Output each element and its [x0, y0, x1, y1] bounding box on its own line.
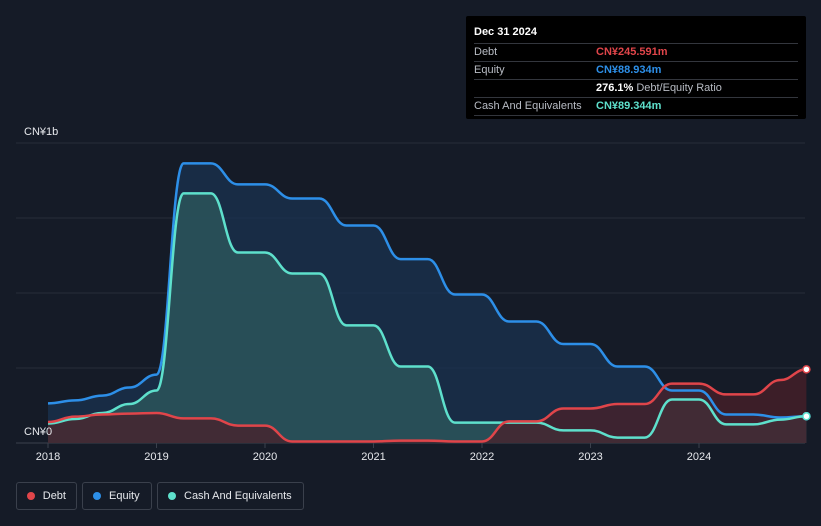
tooltip-label: Debt — [474, 46, 498, 58]
cash-dot-icon — [168, 492, 176, 500]
tooltip-row-ratio: 276.1% Debt/Equity Ratio — [474, 80, 798, 98]
x-tick-label: 2018 — [36, 451, 60, 463]
series-lines — [47, 162, 807, 443]
tooltip-label: Equity — [474, 64, 505, 76]
x-tick-label: 2024 — [687, 451, 711, 463]
legend-label: Equity — [109, 490, 140, 502]
series-areas — [48, 163, 807, 443]
cash-end-marker[interactable] — [802, 412, 811, 421]
tooltip-suffix: Debt/Equity Ratio — [636, 82, 722, 94]
tooltip-value: CN¥88.934m — [596, 64, 662, 76]
x-tick-label: 2023 — [578, 451, 602, 463]
legend-label: Debt — [42, 490, 66, 502]
legend-item-cash[interactable]: Cash And Equivalents — [157, 482, 304, 510]
legend-item-debt[interactable]: Debt — [16, 482, 77, 510]
cash-area — [48, 193, 807, 443]
equity-dot-icon — [93, 492, 101, 500]
y-axis-zero-label: CN¥0 — [24, 426, 52, 438]
y-axis-top-label: CN¥1b — [24, 126, 58, 138]
data-tooltip: Dec 31 2024 Debt CN¥245.591m Equity CN¥8… — [466, 16, 806, 119]
debt-area — [48, 369, 807, 443]
tooltip-row-cash: Cash And Equivalents CN¥89.344m — [474, 98, 798, 116]
tooltip-row-equity: Equity CN¥88.934m — [474, 62, 798, 80]
cash-line — [47, 192, 807, 439]
legend-item-equity[interactable]: Equity — [82, 482, 152, 510]
x-tick-label: 2021 — [361, 451, 385, 463]
x-axis-ticks: 2018 2019 2020 2021 2022 2023 2024 — [36, 443, 711, 463]
debt-end-marker[interactable] — [802, 365, 811, 374]
tooltip-label: Cash And Equivalents — [474, 100, 582, 112]
x-tick-label: 2019 — [144, 451, 168, 463]
tooltip-date: Dec 31 2024 — [474, 24, 798, 44]
x-tick-label: 2022 — [470, 451, 494, 463]
tooltip-value: CN¥89.344m — [596, 100, 662, 112]
tooltip-value: CN¥245.591m — [596, 46, 668, 58]
debt-line — [47, 368, 807, 443]
tooltip-row-debt: Debt CN¥245.591m — [474, 44, 798, 62]
x-tick-label: 2020 — [253, 451, 277, 463]
debt-dot-icon — [27, 492, 35, 500]
tooltip-label — [474, 80, 596, 97]
legend-label: Cash And Equivalents — [184, 490, 292, 502]
equity-line — [47, 162, 807, 419]
end-markers — [802, 365, 811, 421]
tooltip-value: 276.1% — [596, 82, 634, 94]
